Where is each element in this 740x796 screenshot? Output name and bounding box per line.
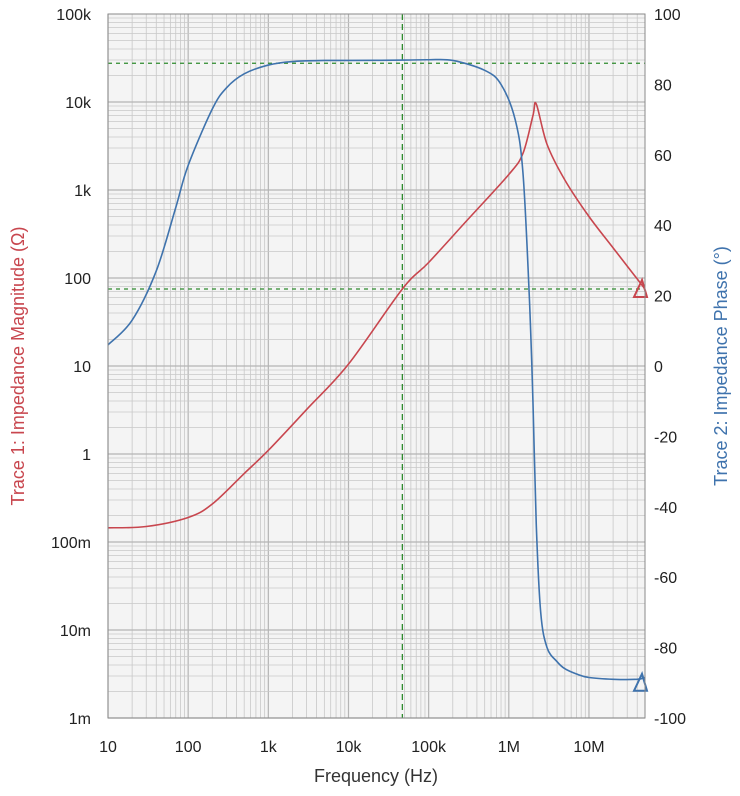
grid-lines bbox=[107, 14, 646, 719]
y-right-tick-label: 80 bbox=[654, 77, 672, 94]
y-right-tick-label: 20 bbox=[654, 289, 672, 306]
y-left-tick-label: 1m bbox=[69, 711, 91, 728]
x-tick-label: 10 bbox=[99, 739, 117, 756]
y-right-tick-label: 40 bbox=[654, 218, 672, 235]
x-tick-label: 10k bbox=[336, 739, 363, 756]
x-tick-label: 100 bbox=[175, 739, 202, 756]
y-left-tick-label: 1 bbox=[82, 447, 91, 464]
y-right-tick-label: -100 bbox=[654, 711, 686, 728]
y-right-tick-label: -40 bbox=[654, 500, 677, 517]
x-tick-labels: 10 100 1k 10k 100k 1M 10M bbox=[99, 739, 604, 756]
y-right-tick-label: -80 bbox=[654, 641, 677, 658]
y-right-tick-label: 0 bbox=[654, 359, 663, 376]
x-axis-title: Frequency (Hz) bbox=[314, 766, 438, 786]
x-tick-label: 1k bbox=[260, 739, 278, 756]
x-tick-label: 1M bbox=[498, 739, 520, 756]
y-left-tick-labels: 1m 10m 100m 1 10 100 1k 10k 100k bbox=[51, 7, 92, 728]
cursor-lines bbox=[108, 14, 645, 718]
y-right-tick-label: 100 bbox=[654, 7, 681, 24]
y-left-tick-label: 1k bbox=[74, 183, 92, 200]
series-lines bbox=[107, 58, 646, 681]
y-right-axis-title: Trace 2: Impedance Phase (°) bbox=[711, 246, 731, 486]
y-right-tick-label: -20 bbox=[654, 429, 677, 446]
y-left-tick-label: 10m bbox=[60, 623, 91, 640]
impedance-magnitude-trace bbox=[107, 101, 646, 529]
plot-frame bbox=[107, 13, 646, 719]
y-left-tick-label: 100 bbox=[64, 271, 91, 288]
x-tick-label: 100k bbox=[411, 739, 447, 756]
y-left-tick-label: 100k bbox=[56, 7, 92, 24]
y-left-tick-label: 10k bbox=[65, 95, 92, 112]
y-right-tick-label: 60 bbox=[654, 148, 672, 165]
y-right-tick-label: -60 bbox=[654, 570, 677, 587]
y-right-tick-labels: -100 -80 -60 -40 -20 0 20 40 60 80 100 bbox=[654, 7, 686, 728]
y-left-tick-label: 10 bbox=[73, 359, 91, 376]
y-left-axis-title: Trace 1: Impedance Magnitude (Ω) bbox=[8, 227, 28, 506]
y-left-tick-label: 100m bbox=[51, 535, 91, 552]
x-tick-label: 10M bbox=[573, 739, 604, 756]
impedance-phase-trace bbox=[107, 58, 646, 681]
